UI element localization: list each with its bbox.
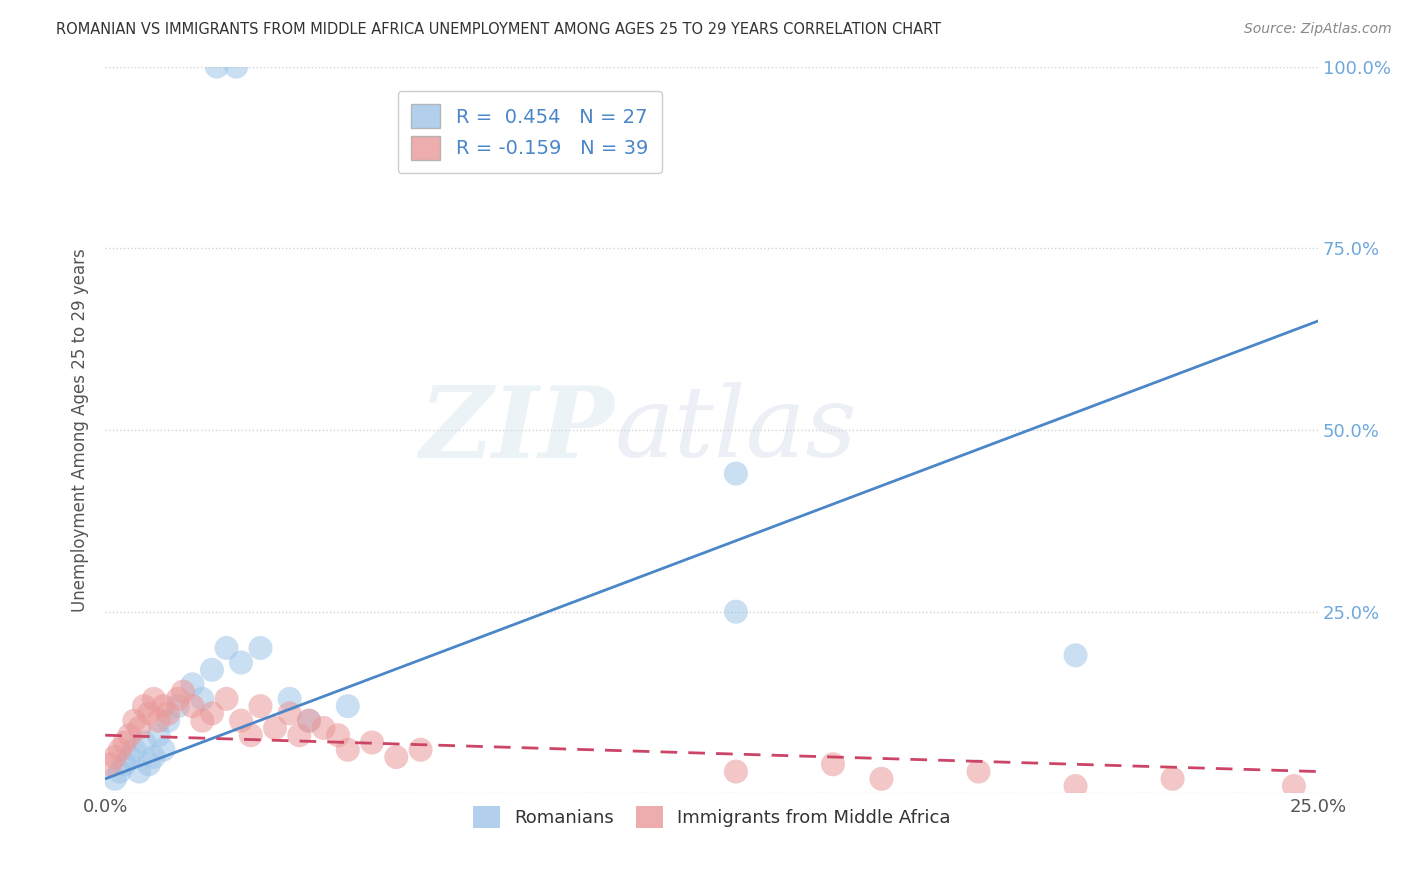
Point [142, 691, 165, 706]
Point [142, 750, 165, 764]
Point [215, 640, 238, 655]
Point [138, 757, 160, 772]
Point [104, 772, 127, 786]
Point [108, 743, 131, 757]
Point [167, 691, 190, 706]
Text: ROMANIAN VS IMMIGRANTS FROM MIDDLE AFRICA UNEMPLOYMENT AMONG AGES 25 TO 29 YEARS: ROMANIAN VS IMMIGRANTS FROM MIDDLE AFRIC… [56, 22, 942, 37]
Point [724, 467, 747, 481]
Point [201, 663, 224, 677]
Legend: Romanians, Immigrants from Middle Africa: Romanians, Immigrants from Middle Africa [465, 798, 957, 835]
Point [132, 735, 155, 749]
Point [249, 640, 271, 655]
Point [124, 714, 146, 728]
Point [191, 714, 214, 728]
Point [98, 757, 121, 772]
Point [157, 706, 180, 721]
Point [191, 691, 214, 706]
Point [225, 60, 247, 74]
Point [288, 728, 311, 742]
Point [361, 735, 384, 749]
Point [118, 750, 141, 764]
Point [148, 728, 170, 742]
Y-axis label: Unemployment Among Ages 25 to 29 years: Unemployment Among Ages 25 to 29 years [72, 248, 89, 612]
Point [1064, 779, 1087, 793]
Point [215, 691, 238, 706]
Text: atlas: atlas [614, 383, 858, 477]
Point [104, 750, 127, 764]
Point [1282, 779, 1305, 793]
Point [239, 728, 262, 742]
Point [114, 757, 136, 772]
Point [181, 699, 204, 714]
Point [167, 699, 190, 714]
Point [128, 764, 150, 779]
Point [312, 721, 335, 735]
Point [278, 706, 301, 721]
Point [118, 728, 141, 742]
Point [114, 735, 136, 749]
Point [967, 764, 990, 779]
Point [1064, 648, 1087, 663]
Point [298, 714, 321, 728]
Point [409, 743, 432, 757]
Point [181, 677, 204, 691]
Point [724, 764, 747, 779]
Point [152, 743, 174, 757]
Point [298, 714, 321, 728]
Point [264, 721, 287, 735]
Point [724, 605, 747, 619]
Point [1161, 772, 1184, 786]
Point [821, 757, 844, 772]
Text: ZIP: ZIP [419, 382, 614, 478]
Point [172, 684, 194, 698]
Point [152, 699, 174, 714]
Point [278, 691, 301, 706]
Point [148, 714, 170, 728]
Point [336, 743, 359, 757]
Point [124, 743, 146, 757]
Point [229, 656, 252, 670]
Point [201, 706, 224, 721]
Point [108, 764, 131, 779]
Point [132, 699, 155, 714]
Point [326, 728, 349, 742]
Point [336, 699, 359, 714]
Point [229, 714, 252, 728]
Point [138, 706, 160, 721]
Point [870, 772, 893, 786]
Point [128, 721, 150, 735]
Point [157, 714, 180, 728]
Text: Source: ZipAtlas.com: Source: ZipAtlas.com [1244, 22, 1392, 37]
Point [385, 750, 408, 764]
Point [249, 699, 271, 714]
Point [205, 60, 228, 74]
